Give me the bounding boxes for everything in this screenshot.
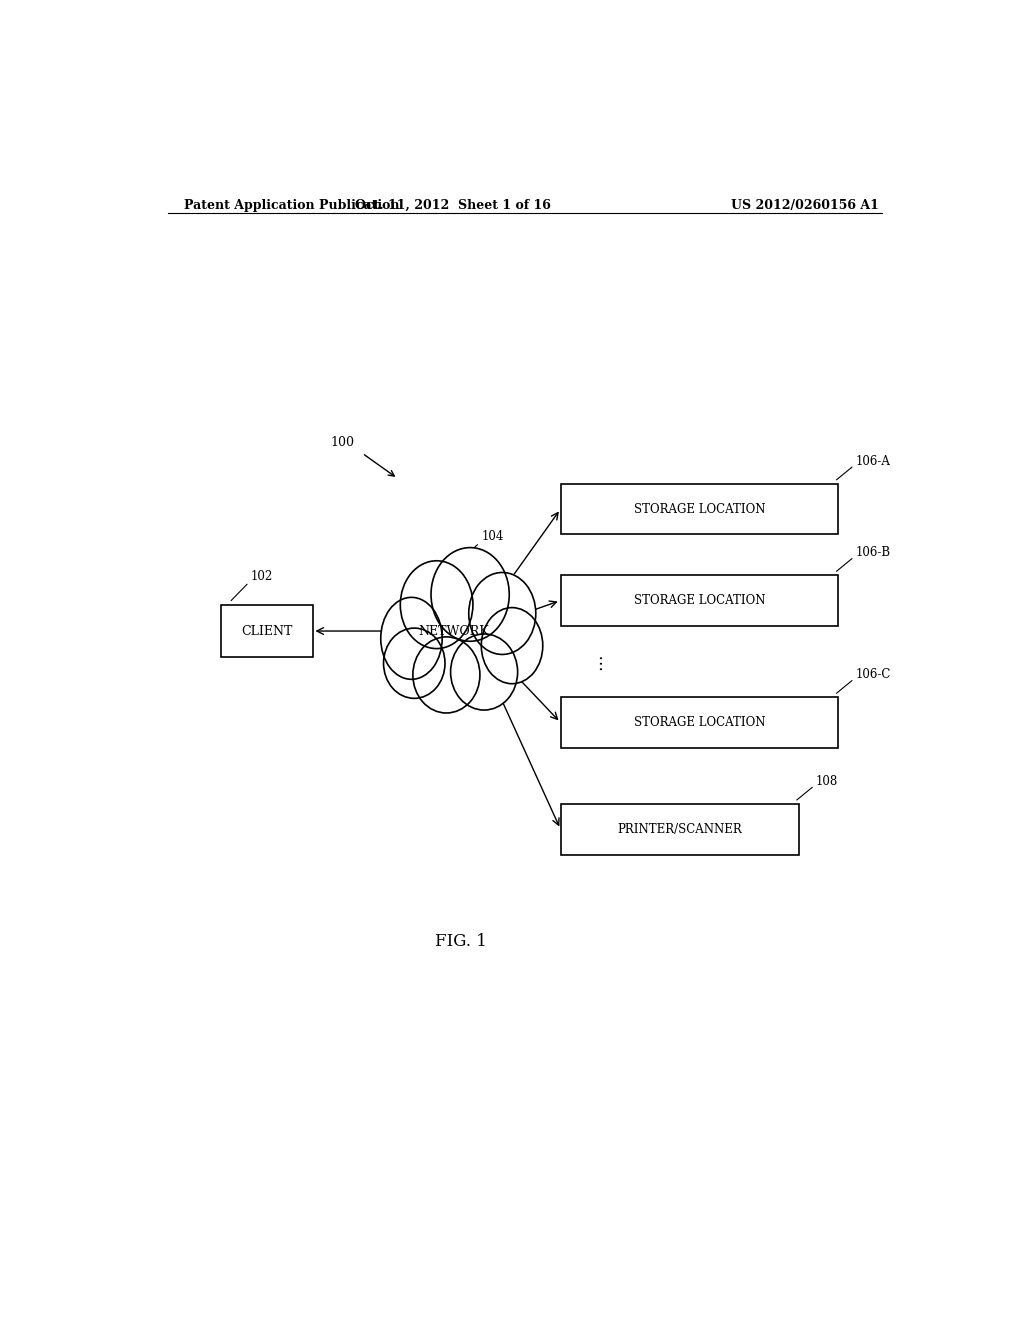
Text: STORAGE LOCATION: STORAGE LOCATION bbox=[634, 715, 765, 729]
Text: STORAGE LOCATION: STORAGE LOCATION bbox=[634, 503, 765, 516]
Text: 106-A: 106-A bbox=[856, 455, 891, 467]
Text: NETWORK: NETWORK bbox=[418, 624, 488, 638]
Ellipse shape bbox=[400, 561, 473, 648]
FancyBboxPatch shape bbox=[560, 804, 799, 854]
Text: Patent Application Publication: Patent Application Publication bbox=[183, 198, 399, 211]
Ellipse shape bbox=[413, 636, 480, 713]
Text: 100: 100 bbox=[331, 437, 354, 450]
Ellipse shape bbox=[431, 548, 509, 642]
FancyBboxPatch shape bbox=[221, 605, 312, 657]
Text: US 2012/0260156 A1: US 2012/0260156 A1 bbox=[731, 198, 879, 211]
Ellipse shape bbox=[481, 607, 543, 684]
Text: 104: 104 bbox=[481, 531, 504, 544]
Text: 102: 102 bbox=[251, 570, 272, 582]
Text: 106-B: 106-B bbox=[856, 546, 891, 560]
Text: 108: 108 bbox=[816, 775, 839, 788]
Ellipse shape bbox=[381, 598, 442, 680]
Ellipse shape bbox=[451, 634, 517, 710]
Text: ⋯: ⋯ bbox=[591, 653, 609, 669]
Text: Oct. 11, 2012  Sheet 1 of 16: Oct. 11, 2012 Sheet 1 of 16 bbox=[355, 198, 551, 211]
Text: FIG. 1: FIG. 1 bbox=[435, 932, 487, 949]
Text: CLIENT: CLIENT bbox=[242, 624, 293, 638]
FancyBboxPatch shape bbox=[560, 483, 839, 535]
Text: STORAGE LOCATION: STORAGE LOCATION bbox=[634, 594, 765, 607]
Text: 106-C: 106-C bbox=[856, 668, 891, 681]
FancyBboxPatch shape bbox=[560, 576, 839, 626]
Ellipse shape bbox=[384, 628, 445, 698]
Ellipse shape bbox=[469, 573, 536, 655]
FancyBboxPatch shape bbox=[560, 697, 839, 748]
Text: PRINTER/SCANNER: PRINTER/SCANNER bbox=[617, 822, 742, 836]
